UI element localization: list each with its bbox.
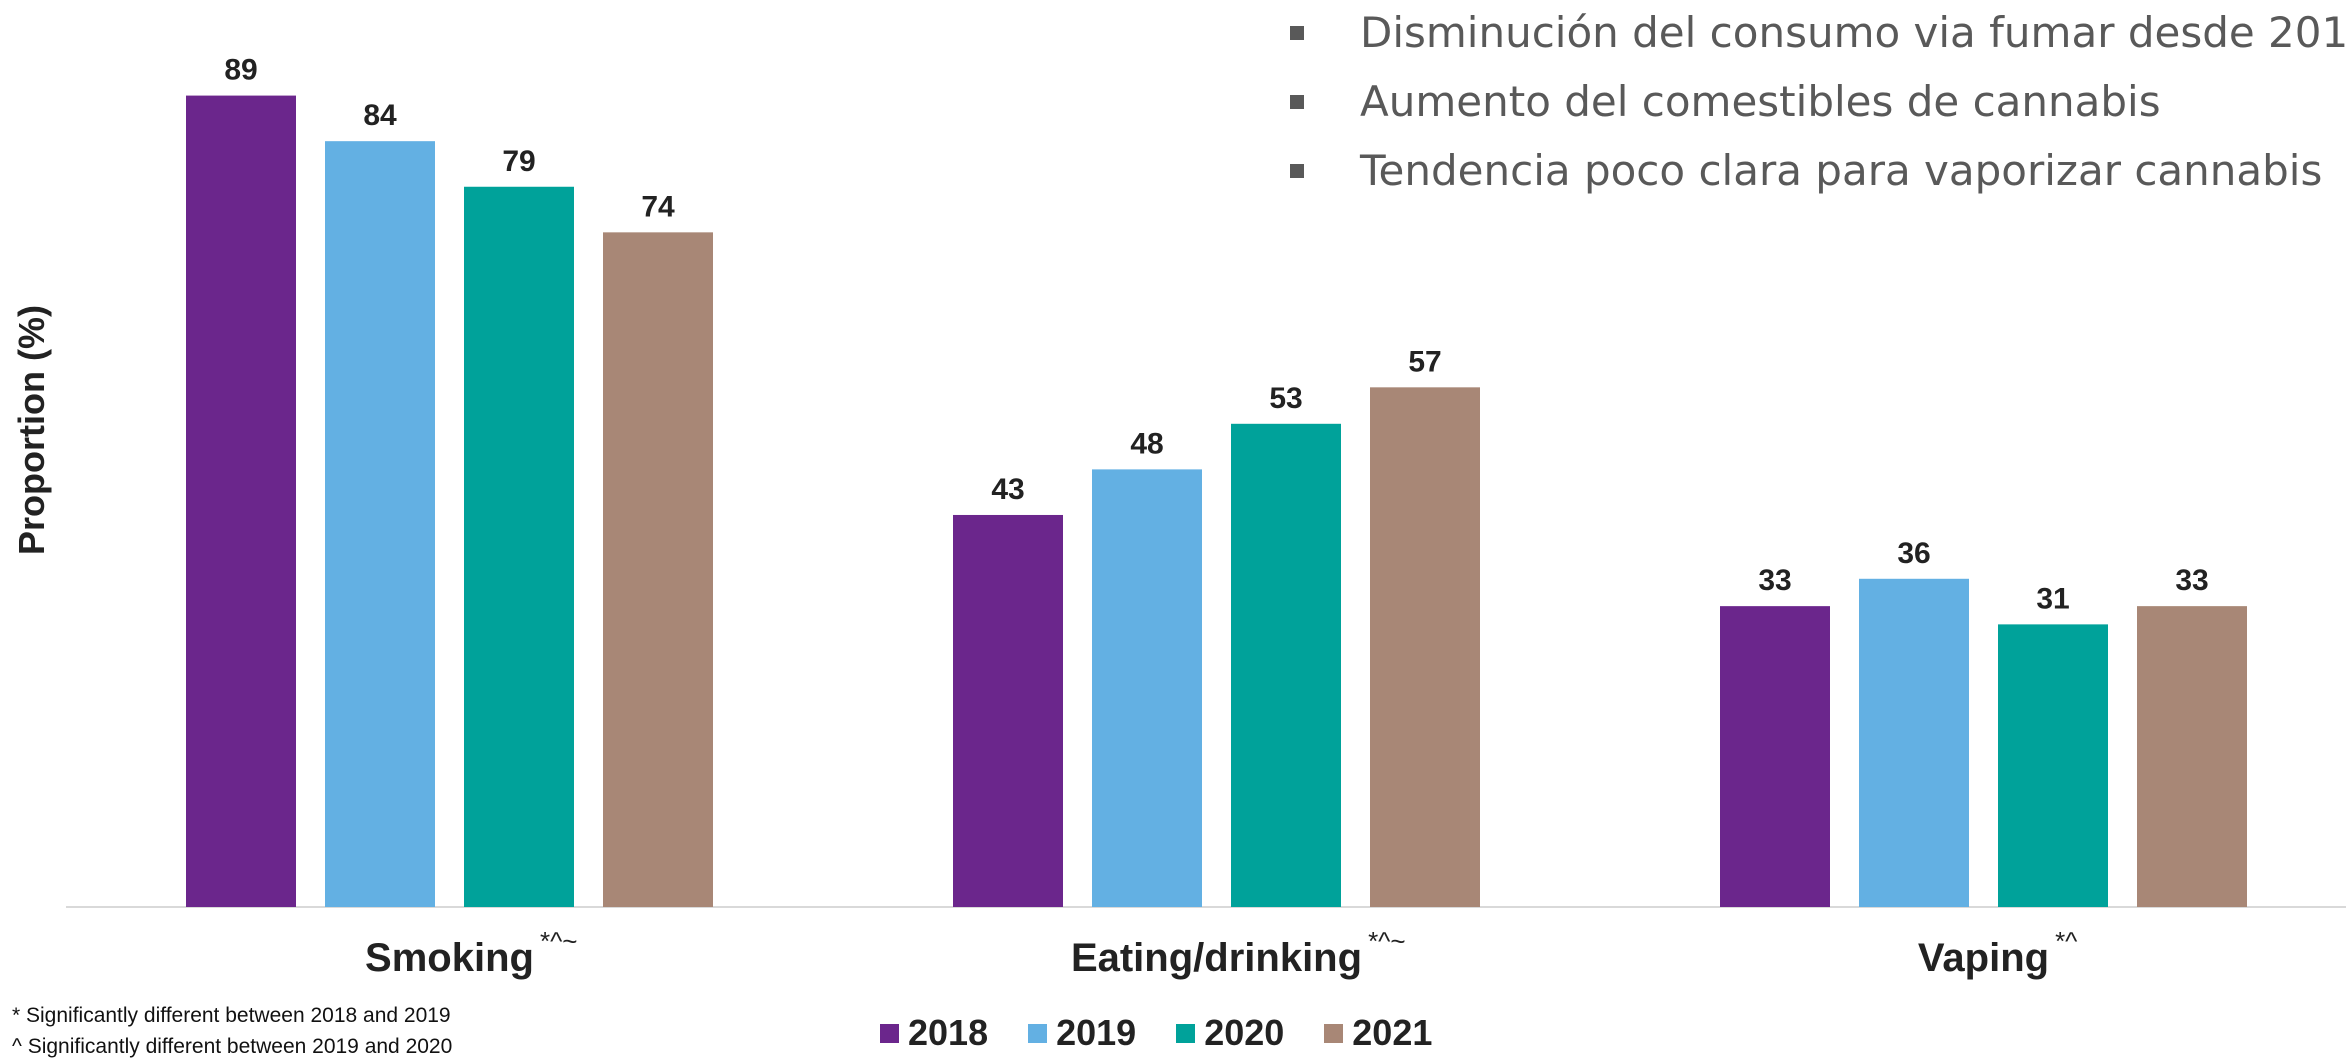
x-tick-label: Eating/drinking bbox=[1071, 936, 1362, 980]
data-label: 43 bbox=[991, 473, 1024, 506]
bullet-item: Aumento del comestibles de cannabis bbox=[1290, 71, 2346, 140]
significance-mark: *^~ bbox=[1368, 926, 1406, 956]
data-label: 89 bbox=[224, 54, 257, 87]
key-findings-list: Disminución del consumo via fumar desde … bbox=[1290, 2, 2346, 209]
legend-label: 2020 bbox=[1204, 1012, 1285, 1053]
legend: 2018 2019 2020 2021 bbox=[880, 1012, 1432, 1054]
bar-smoking-2018 bbox=[186, 95, 296, 908]
bar-smoking-2021 bbox=[603, 232, 713, 907]
data-label: 31 bbox=[2036, 582, 2069, 615]
legend-label: 2021 bbox=[1352, 1012, 1433, 1053]
data-label: 33 bbox=[2175, 564, 2208, 597]
bar-eating-drinking-2020 bbox=[1231, 423, 1341, 907]
square-bullet-icon bbox=[1290, 26, 1304, 40]
data-label: 53 bbox=[1269, 382, 1302, 415]
x-tick-label: Vaping bbox=[1918, 936, 2049, 980]
bar-smoking-2019 bbox=[325, 141, 435, 907]
footnote: ^ Significantly different between 2019 a… bbox=[12, 1035, 453, 1058]
legend-swatch bbox=[1028, 1023, 1048, 1043]
legend-swatch bbox=[1324, 1023, 1344, 1043]
legend-item-2018: 2018 bbox=[880, 1012, 988, 1054]
bullet-text: Disminución del consumo via fumar desde … bbox=[1360, 8, 2346, 57]
legend-item-2021: 2021 bbox=[1324, 1012, 1432, 1054]
square-bullet-icon bbox=[1290, 164, 1304, 178]
bullet-item: Disminución del consumo via fumar desde … bbox=[1290, 2, 2346, 71]
bar-eating-drinking-2021 bbox=[1370, 387, 1480, 907]
legend-item-2019: 2019 bbox=[1028, 1012, 1136, 1054]
bar-vaping-2021 bbox=[2137, 606, 2247, 907]
data-label: 84 bbox=[363, 99, 397, 132]
significance-mark: *^ bbox=[2055, 926, 2078, 956]
data-label: 36 bbox=[1897, 537, 1930, 570]
bar-vaping-2020 bbox=[1998, 624, 2108, 907]
y-axis-label: Proportion (%) bbox=[11, 305, 52, 555]
bar-eating-drinking-2018 bbox=[953, 514, 1063, 907]
bar-eating-drinking-2019 bbox=[1092, 469, 1202, 907]
legend-swatch bbox=[1176, 1023, 1196, 1043]
significance-mark: *^~ bbox=[540, 926, 578, 956]
legend-label: 2019 bbox=[1056, 1012, 1137, 1053]
bar-vaping-2018 bbox=[1720, 606, 1830, 907]
data-label: 57 bbox=[1408, 345, 1441, 378]
legend-item-2020: 2020 bbox=[1176, 1012, 1284, 1054]
bullet-item: Tendencia poco clara para vaporizar cann… bbox=[1290, 140, 2346, 209]
data-label: 33 bbox=[1758, 564, 1791, 597]
legend-swatch bbox=[880, 1023, 899, 1043]
bullet-text: Tendencia poco clara para vaporizar cann… bbox=[1360, 146, 2323, 195]
data-label: 79 bbox=[502, 145, 535, 178]
bar-vaping-2019 bbox=[1859, 578, 1969, 907]
bar-smoking-2020 bbox=[464, 186, 574, 908]
data-label: 74 bbox=[641, 190, 675, 223]
bullet-text: Aumento del comestibles de cannabis bbox=[1360, 77, 2161, 126]
footnotes: * Significantly different between 2018 a… bbox=[12, 1000, 452, 1062]
footnote: * Significantly different between 2018 a… bbox=[12, 1004, 451, 1027]
square-bullet-icon bbox=[1290, 95, 1304, 109]
x-tick-label: Smoking bbox=[365, 936, 534, 980]
legend-label: 2018 bbox=[908, 1012, 989, 1053]
data-label: 48 bbox=[1130, 427, 1163, 460]
